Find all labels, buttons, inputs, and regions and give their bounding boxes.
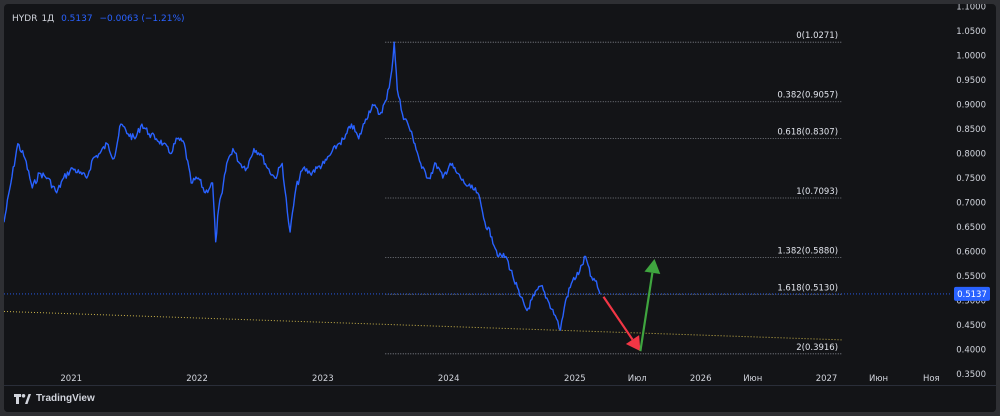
- x-tick-label: 2022: [186, 374, 208, 384]
- y-tick-label: 0.7500: [956, 174, 986, 184]
- x-tick-label: Июн: [743, 374, 762, 384]
- fib-level-label: 0(1.0271): [796, 31, 838, 41]
- legend-interval: 1Д: [41, 14, 55, 24]
- y-tick-label: 0.7000: [956, 199, 986, 209]
- brand-name: TradingView: [36, 393, 95, 404]
- fib-level-label: 0.618(0.8307): [777, 127, 838, 137]
- y-tick-label: 0.5500: [956, 272, 986, 282]
- last-price-badge: [954, 286, 990, 301]
- fib-level-label: 1.618(0.5130): [777, 283, 838, 293]
- x-tick-label: 2026: [690, 374, 712, 384]
- fib-level-label: 2(0.3916): [796, 343, 838, 353]
- last-price-badge-label: 0.5137: [957, 290, 987, 300]
- arrow-down-shaft: [602, 296, 634, 341]
- x-tick-label: Ноя: [923, 374, 940, 384]
- chart-frame: 0(1.0271) 0.382(0.9057) 0.618(0.8307) 1(0.7…: [4, 4, 996, 412]
- fib-level-label: 1(0.7093): [796, 187, 838, 197]
- y-tick-label: 0.8000: [956, 150, 986, 160]
- fib-level-label: 1.382(0.5880): [777, 246, 838, 256]
- legend-change: −0.0063 (−1.21%): [99, 14, 185, 24]
- y-tick-label: 0.3500: [956, 370, 986, 380]
- fib-level-label: 0.382(0.9057): [777, 91, 838, 101]
- y-tick-label: 0.9500: [956, 76, 986, 86]
- x-tick-label: 2025: [564, 374, 586, 384]
- y-tick-label: 0.6500: [956, 223, 986, 233]
- footer-bar: TradingView: [4, 385, 996, 412]
- arrow-up-head: [644, 258, 661, 275]
- y-tick-label: 0.4500: [956, 321, 986, 331]
- x-tick-label: 2024: [438, 374, 460, 384]
- legend-symbol: HYDR: [12, 14, 38, 24]
- y-tick-label: 0.9000: [956, 101, 986, 111]
- y-tick-label: 0.4000: [956, 346, 986, 356]
- x-tick-label: 2023: [312, 374, 334, 384]
- y-tick-label: 0.6000: [956, 248, 986, 258]
- x-tick-label: 2027: [816, 374, 838, 384]
- brand[interactable]: TradingView: [14, 393, 95, 404]
- tradingview-logo-icon: [14, 393, 31, 404]
- y-tick-label: 1.1000: [956, 4, 986, 12]
- legend-last-price: 0.5137: [61, 14, 93, 24]
- y-tick-label: 1.0500: [956, 27, 986, 37]
- trend-line: [4, 310, 843, 341]
- arrow-down-head: [625, 335, 641, 352]
- price-chart[interactable]: 0(1.0271) 0.382(0.9057) 0.618(0.8307) 1(0.7…: [4, 4, 996, 386]
- arrow-up-shaft: [639, 272, 654, 352]
- price-series-line: [4, 41, 601, 331]
- y-tick-label: 0.5000: [956, 297, 986, 307]
- y-tick-label: 1.0000: [956, 51, 986, 61]
- symbol-legend: HYDR 1Д 0.5137 −0.0063 (−1.21%): [12, 14, 189, 24]
- x-tick-label: Июл: [628, 374, 647, 384]
- y-tick-label: 0.8500: [956, 125, 986, 135]
- x-tick-label: Июн: [869, 374, 888, 384]
- x-tick-label: 2021: [60, 374, 82, 384]
